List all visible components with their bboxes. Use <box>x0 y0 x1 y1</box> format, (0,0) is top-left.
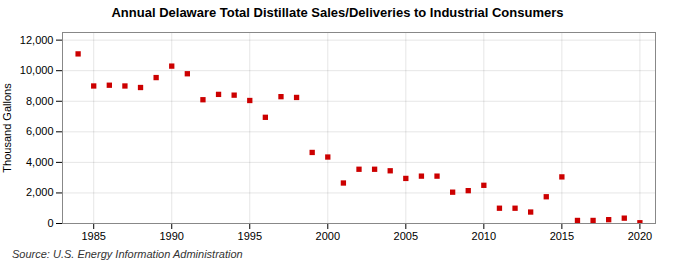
svg-text:12,000: 12,000 <box>20 34 54 46</box>
svg-text:2005: 2005 <box>394 230 418 242</box>
svg-text:2,000: 2,000 <box>26 186 54 198</box>
svg-text:Thousand Gallons: Thousand Gallons <box>1 83 13 173</box>
svg-text:1990: 1990 <box>159 230 183 242</box>
svg-text:2000: 2000 <box>316 230 340 242</box>
svg-text:2010: 2010 <box>472 230 496 242</box>
svg-text:2015: 2015 <box>550 230 574 242</box>
svg-text:2020: 2020 <box>628 230 652 242</box>
svg-text:1995: 1995 <box>238 230 262 242</box>
html-text:Annual Delaware Total Distilla: Annual Delaware Total Distillate Sales/D… <box>111 5 564 20</box>
svg-text:6,000: 6,000 <box>26 125 54 137</box>
svg-text:4,000: 4,000 <box>26 156 54 168</box>
svg-text:8,000: 8,000 <box>26 95 54 107</box>
svg-text:1985: 1985 <box>81 230 105 242</box>
html-text:Source: U.S. Energy Informatio: Source: U.S. Energy Information Administ… <box>12 248 243 260</box>
svg-text:0: 0 <box>47 217 53 229</box>
svg-text:10,000: 10,000 <box>20 64 54 76</box>
